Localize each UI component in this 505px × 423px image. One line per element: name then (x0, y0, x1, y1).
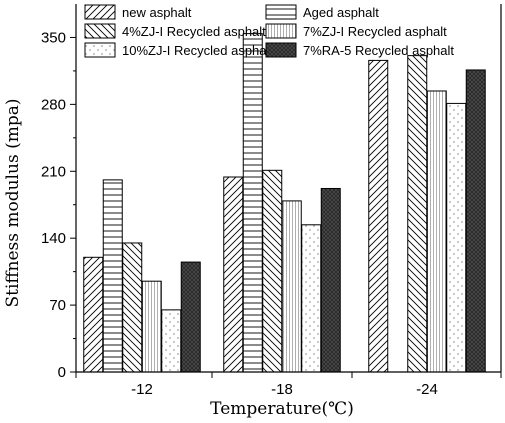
legend-label-new-asphalt: new asphalt (122, 5, 192, 20)
bar-7-ra-5-recycled-asphalt-24 (465, 69, 486, 373)
legend-swatch-new-asphalt (84, 4, 116, 20)
bar-10-zj-i-recycled-asphalt-18 (301, 224, 322, 373)
y-tick-label-280: 280 (41, 96, 66, 113)
bar-4-zj-i-recycled-asphalt-18 (262, 169, 283, 373)
legend: new asphalt Aged asphalt 4%ZJ-I Recycled a… (84, 4, 454, 58)
y-tick-label-210: 210 (41, 163, 66, 180)
legend-label-10-zj-i-recycled-asphalt: 10%ZJ-I Recycled asphalt (122, 43, 273, 58)
bar-new-asphalt-18 (223, 176, 244, 373)
axes-layer: 0 70 140 210 280 350 -12 -18 -24 (41, 4, 502, 398)
legend-label-4-zj-i-recycled-asphalt: 4%ZJ-I Recycled asphalt (122, 24, 266, 39)
bar-7-ra-5-recycled-asphalt-18 (320, 187, 341, 373)
x-tick-label-18: -18 (271, 381, 293, 398)
y-axis-title: Stiffness modulus (mpa) (3, 99, 23, 308)
legend-label-7-zj-i-recycled-asphalt: 7%ZJ-I Recycled asphalt (303, 24, 447, 39)
legend-swatch-10-zj-i-recycled-asphalt (84, 42, 116, 58)
bar-7-zj-i-recycled-asphalt-18 (281, 200, 302, 373)
bar-new-asphalt-12 (83, 256, 104, 373)
legend-swatch-4-zj-i-recycled-asphalt (84, 23, 116, 39)
legend-swatch-7-ra-5-recycled-asphalt (265, 42, 297, 58)
y-tick-label-140: 140 (41, 230, 66, 247)
bar-7-ra-5-recycled-asphalt-12 (180, 261, 201, 373)
y-tick-label-350: 350 (41, 29, 66, 46)
bar-4-zj-i-recycled-asphalt-12 (122, 242, 143, 373)
x-tick-label-12: -12 (131, 381, 153, 398)
legend-label-aged-asphalt: Aged asphalt (303, 5, 379, 20)
bar-aged-asphalt-12 (102, 179, 123, 373)
x-axis-title: Temperature(℃) (210, 399, 354, 419)
legend-swatch-aged-asphalt (265, 4, 297, 20)
bar-new-asphalt-24 (368, 59, 389, 373)
bar-aged-asphalt-18 (242, 33, 263, 373)
bar-10-zj-i-recycled-asphalt-12 (161, 309, 182, 373)
bar-7-zj-i-recycled-asphalt-24 (426, 90, 447, 373)
legend-label-7-ra-5-recycled-asphalt: 7%RA-5 Recycled asphalt (303, 43, 454, 58)
bars-layer (83, 33, 486, 373)
y-tick-label-70: 70 (49, 297, 66, 314)
x-tick-label-24: -24 (416, 381, 438, 398)
y-tick-label-0: 0 (58, 364, 66, 381)
bar-7-zj-i-recycled-asphalt-12 (141, 280, 162, 373)
legend-swatch-7-zj-i-recycled-asphalt (265, 23, 297, 39)
bar-4-zj-i-recycled-asphalt-24 (407, 55, 428, 373)
bar-10-zj-i-recycled-asphalt-24 (446, 102, 467, 373)
